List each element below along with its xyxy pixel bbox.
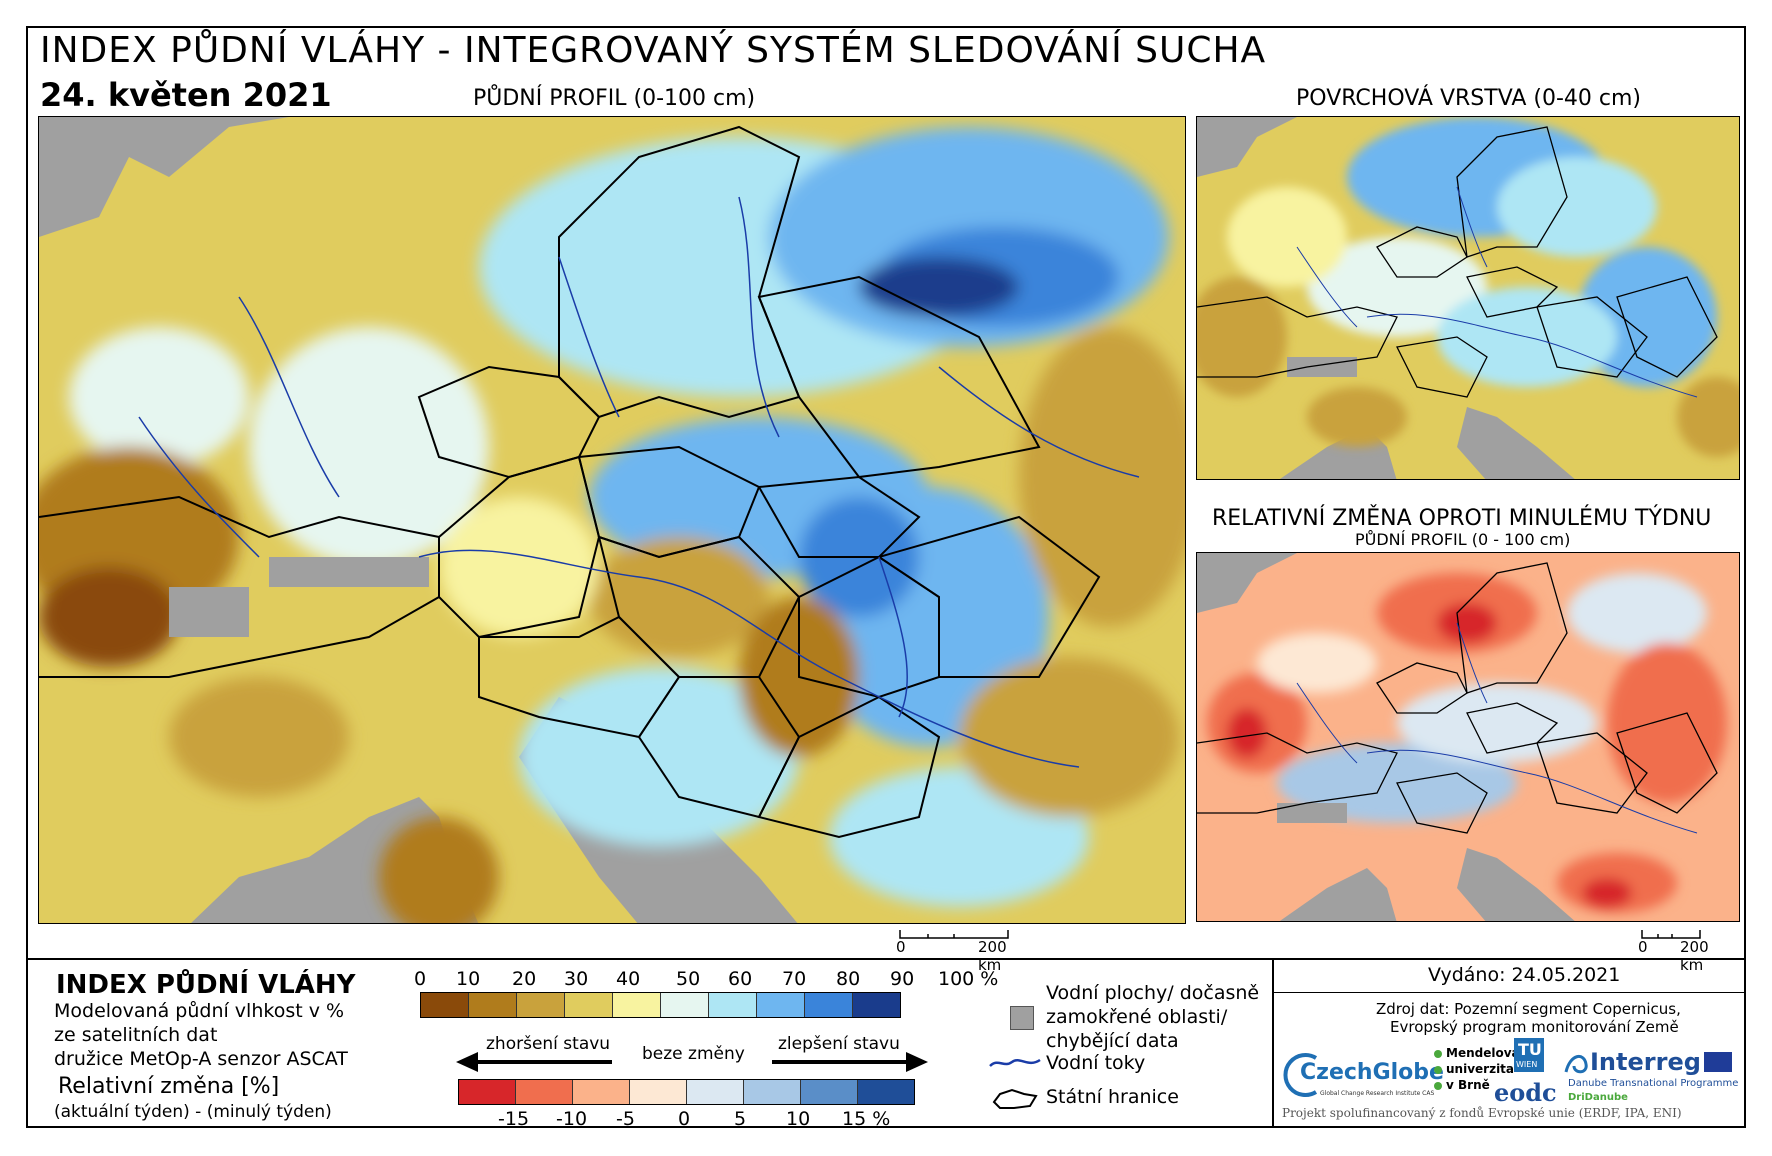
- relative-change-title: Relativní změna [%]: [58, 1074, 280, 1099]
- ramp-label: 40: [616, 968, 641, 990]
- change-map-subtitle: PŮDNÍ PROFIL (0 - 100 cm): [1355, 530, 1571, 549]
- water-bodies-label-3: chybějící data: [1046, 1030, 1179, 1052]
- main-scale-bar-graphic: [899, 930, 1009, 939]
- rel-ramp-swatch: [459, 1080, 516, 1104]
- mendel-line-2: univerzita: [1446, 1062, 1515, 1076]
- ramp-swatch: [517, 993, 565, 1017]
- issued-date: Vydáno: 24.05.2021: [1428, 964, 1621, 986]
- main-scale-zero: 0: [896, 938, 906, 956]
- relative-change-map: [1196, 552, 1740, 922]
- czechglobe-name: CzechGlobe: [1300, 1060, 1444, 1085]
- footer-divider: [1272, 958, 1274, 1128]
- ramp-swatch: [805, 993, 853, 1017]
- small-scale-bar-graphic: [1641, 930, 1701, 939]
- tu-text: TU: [1518, 1040, 1542, 1059]
- worse-label: zhoršení stavu: [486, 1034, 611, 1054]
- relative-change-color-ramp: [458, 1079, 915, 1105]
- ramp-label: 30: [564, 968, 589, 990]
- czechglobe-subtitle: Global Change Research Institute CAS: [1320, 1090, 1435, 1097]
- main-map-title: PŮDNÍ PROFIL (0-100 cm): [473, 86, 756, 111]
- wien-text: WIEN: [1516, 1060, 1538, 1069]
- water-bodies-swatch: [1010, 1006, 1034, 1030]
- mendel-logo-dots: [1434, 1050, 1442, 1090]
- ramp-label: 60: [728, 968, 753, 990]
- czechglobe-logo-graphic: [1283, 1053, 1318, 1097]
- ramp-label: 80: [836, 968, 861, 990]
- better-label: zlepšení stavu: [778, 1034, 900, 1054]
- river-line-icon: [989, 1058, 1041, 1067]
- state-border-icon: [992, 1088, 1038, 1109]
- eu-flag-icon: [1704, 1052, 1732, 1072]
- small-scale-distance: 200 km: [1680, 938, 1709, 974]
- ramp-swatch: [469, 993, 517, 1017]
- surface-layer-map: [1196, 116, 1740, 480]
- main-scale-distance: 200 km: [978, 938, 1007, 974]
- interreg-swirl-icon: [1564, 1055, 1588, 1074]
- rel-ramp-swatch: [630, 1080, 687, 1104]
- ramp-swatch: [661, 993, 709, 1017]
- interreg-subtitle-2: DriDanube: [1568, 1092, 1628, 1103]
- ramp-swatch: [421, 993, 469, 1017]
- data-source-2: Evropský program monitorování Země: [1390, 1018, 1679, 1036]
- ramp-swatch: [565, 993, 613, 1017]
- rel-ramp-label: -5: [616, 1108, 635, 1130]
- rel-ramp-swatch: [858, 1080, 914, 1104]
- rel-ramp-swatch: [573, 1080, 630, 1104]
- issued-divider: [1272, 992, 1746, 993]
- ramp-label: 70: [782, 968, 807, 990]
- legend-desc-2: ze satelitních dat: [54, 1024, 218, 1046]
- ramp-label: 90: [890, 968, 915, 990]
- ramp-swatch: [757, 993, 805, 1017]
- change-map-title: RELATIVNÍ ZMĚNA OPROTI MINULÉMU TÝDNU: [1212, 506, 1712, 531]
- ramp-label: 100 %: [938, 968, 999, 990]
- ramp-swatch: [613, 993, 661, 1017]
- moisture-color-ramp: [420, 992, 901, 1018]
- rel-ramp-label: -15: [498, 1108, 530, 1130]
- ramp-label: 0: [414, 968, 427, 990]
- better-arrow-icon: [772, 1052, 928, 1072]
- rel-ramp-label: 10: [786, 1108, 811, 1130]
- rel-ramp-label: 0: [678, 1108, 691, 1130]
- water-bodies-label: Vodní plochy/ dočasně: [1046, 982, 1260, 1004]
- tu-wien-badge: [1514, 1038, 1544, 1072]
- rel-ramp-label: 5: [734, 1108, 747, 1130]
- legend-divider: [26, 958, 1746, 960]
- water-bodies-label-2: zamokřené oblasti/: [1046, 1006, 1228, 1028]
- rel-ramp-swatch: [801, 1080, 858, 1104]
- interreg-subtitle-1: Danube Transnational Programme: [1568, 1078, 1739, 1089]
- ramp-label: 50: [676, 968, 701, 990]
- ramp-swatch: [709, 993, 757, 1017]
- main-soil-moisture-map: [38, 116, 1186, 924]
- ramp-swatch: [853, 993, 900, 1017]
- borders-label: Státní hranice: [1046, 1086, 1179, 1108]
- ramp-label: 20: [512, 968, 537, 990]
- ramp-label: 10: [456, 968, 481, 990]
- no-change-label: beze změny: [642, 1044, 745, 1064]
- data-source-1: Zdroj dat: Pozemní segment Copernicus,: [1376, 1000, 1681, 1018]
- eodc-logo: eodc: [1494, 1078, 1557, 1107]
- mendel-line-3: v Brně: [1446, 1078, 1490, 1092]
- rel-ramp-swatch: [516, 1080, 573, 1104]
- mendel-line-1: Mendelova: [1446, 1046, 1520, 1060]
- small-scale-zero: 0: [1638, 938, 1648, 956]
- issue-date-heading: 24. květen 2021: [40, 76, 332, 114]
- project-funding-note: Projekt spolufinancovaný z fondů Evropsk…: [1282, 1106, 1682, 1120]
- worse-arrow-icon: [456, 1052, 612, 1072]
- page-title: INDEX PŮDNÍ VLÁHY - INTEGROVANÝ SYSTÉM S…: [40, 30, 1267, 71]
- rel-ramp-swatch: [687, 1080, 744, 1104]
- rel-ramp-label: -10: [556, 1108, 588, 1130]
- interreg-name: Interreg: [1590, 1048, 1701, 1076]
- rivers-label: Vodní toky: [1046, 1052, 1146, 1074]
- legend-desc-1: Modelovaná půdní vlhkost v %: [54, 1000, 345, 1022]
- rel-ramp-label: 15 %: [842, 1108, 891, 1130]
- legend-title: INDEX PŮDNÍ VLÁHY: [56, 970, 356, 1000]
- legend-desc-3: družice MetOp-A senzor ASCAT: [54, 1048, 348, 1070]
- relative-change-desc: (aktuální týden) - (minulý týden): [54, 1102, 332, 1122]
- rel-ramp-swatch: [744, 1080, 801, 1104]
- surface-map-title: POVRCHOVÁ VRSTVA (0-40 cm): [1296, 86, 1641, 111]
